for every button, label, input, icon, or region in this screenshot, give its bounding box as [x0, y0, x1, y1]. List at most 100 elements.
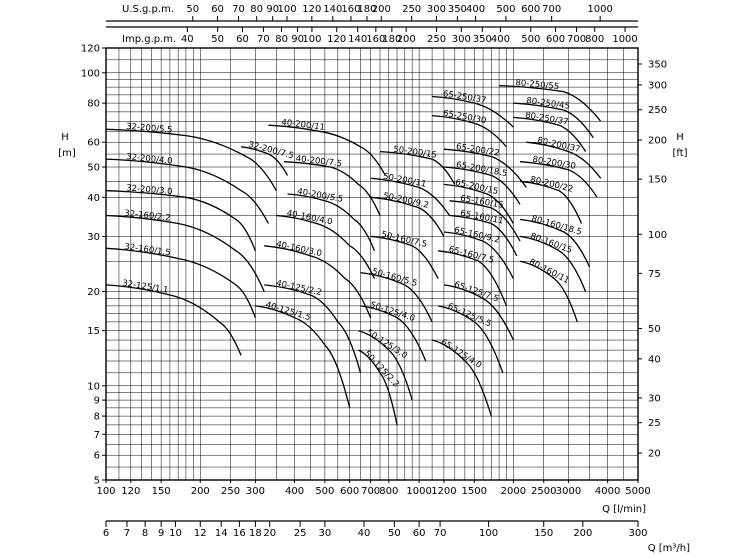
pump-curve [519, 218, 591, 268]
x-bottom-tick-label: 800 [379, 486, 398, 497]
x-bottom-tick-label: 500 [315, 486, 334, 497]
pump-curve-label: 40-200/11 [281, 118, 326, 133]
x-usgpm-tick-label: 70 [232, 4, 245, 15]
pump-curve [360, 305, 427, 362]
pump-curve [105, 247, 257, 318]
x-usgpm-tick-label: 140 [323, 4, 342, 15]
x-impgpm-tick-label: 1000 [612, 34, 637, 45]
pump-curve-label: 80-200/22 [529, 175, 574, 195]
x-bottom-tick-label: 150 [152, 486, 171, 497]
pump-curve [432, 114, 507, 148]
x-impgpm-tick-label: 80 [275, 34, 288, 45]
x-usgpm-tick-label: 1000 [587, 4, 612, 15]
pump-curve [358, 349, 398, 426]
x-usgpm-tick-label: 250 [402, 4, 421, 15]
x-impgpm-tick-label: 70 [257, 34, 270, 45]
pump-curve-label: 80-160/15 [529, 231, 574, 255]
pump-curve [519, 260, 578, 323]
x-usgpm-tick-label: 400 [466, 4, 485, 15]
x-impgpm-tick-label: 700 [567, 34, 586, 45]
pump-curve-label: 40-160/3.0 [275, 239, 323, 259]
pump-curve-label: 40-125/2.2 [275, 279, 323, 299]
axes: 5678910152030405060801001202025304050751… [81, 4, 690, 554]
pump-curve [105, 158, 269, 224]
x-usgpm-tick-label: 700 [542, 4, 561, 15]
x-impgpm-tick-label: 800 [585, 34, 604, 45]
x-impgpm-tick-label: 160 [366, 34, 385, 45]
plot-border [105, 47, 639, 481]
pump-curve [519, 180, 583, 224]
y-left-tick-label: 40 [87, 193, 100, 204]
pump-curve [105, 214, 265, 292]
pump-curve [431, 339, 492, 417]
x-impgpm-tick-label: 50 [211, 34, 224, 45]
x-usgpm-tick-label: 200 [372, 4, 391, 15]
pump-curve [443, 183, 514, 224]
pump-curve-label: 80-250/45 [526, 96, 571, 112]
y-right-tick-label: 250 [648, 105, 667, 116]
pump-curve [499, 84, 602, 122]
x-bottom-tick-label: 600 [340, 486, 359, 497]
pump-curve-label: 80-250/55 [515, 78, 560, 92]
x-impgpm-tick-label: 200 [397, 34, 416, 45]
y-right-tick-label: 20 [648, 449, 661, 460]
pump-curve [432, 95, 514, 128]
x-impgpm-tick-label: 100 [302, 34, 321, 45]
pump-curve-label: 40-125/1.5 [264, 300, 311, 323]
x-impgpm-tick-label: 40 [181, 34, 194, 45]
x-usgpm-tick-label: 600 [521, 4, 540, 15]
pump-curve-label: 80-160/11 [527, 257, 571, 286]
pump-curve-label: 65-125/7.5 [453, 280, 500, 305]
pump-curve [449, 200, 521, 242]
y-left-label-h: H [61, 132, 69, 143]
pump-curve-label: 50-125/4.0 [369, 300, 416, 324]
pump-curve [268, 124, 386, 176]
pump-curve-label: 80-200/37 [536, 136, 581, 155]
pump-curve [276, 214, 376, 279]
x-usgpm-tick-label: 160 [341, 4, 360, 15]
pump-curve [379, 150, 456, 185]
x-bottom-axis-label: Q [l/min] [602, 504, 646, 515]
x-bottom-tick-label: 700 [361, 486, 380, 497]
x-m3h-tick-label: 6 [103, 528, 109, 539]
y-left-tick-label: 30 [87, 232, 100, 243]
x-bottom-tick-label: 1000 [406, 486, 431, 497]
x-m3h-tick-label: 150 [534, 528, 553, 539]
plot-frame [105, 47, 639, 481]
x-bottom-tick-label: 300 [246, 486, 265, 497]
x-impgpm-tick-label: 300 [452, 34, 471, 45]
x-impgpm-tick-label: 600 [546, 34, 565, 45]
pump-curve [360, 271, 433, 323]
y-left-tick-label: 5 [94, 476, 100, 487]
x-bottom-tick-label: 100 [96, 486, 115, 497]
y-left-tick-label: 8 [94, 412, 100, 423]
pump-curve [443, 166, 521, 205]
x-m3h-tick-label: 10 [169, 528, 182, 539]
x-usgpm-tick-label: 300 [427, 4, 446, 15]
x-usgpm-tick-label: 120 [302, 4, 321, 15]
x-m3h-tick-label: 50 [388, 528, 401, 539]
pump-curve-label: 40-160/4.0 [286, 209, 334, 228]
x-bottom-tick-label: 250 [221, 486, 240, 497]
pump-curve [287, 193, 376, 252]
x-impgpm-tick-label: 250 [427, 34, 446, 45]
pump-curve [105, 190, 257, 252]
pump-curve-label: 65-200/22 [455, 142, 500, 159]
x-bottom-tick-label: 400 [285, 486, 304, 497]
pump-curve [437, 305, 504, 374]
y-right-tick-label: 25 [648, 418, 661, 429]
pump-curve-label: 32-125/1.1 [122, 279, 169, 296]
x-m3h-tick-label: 70 [434, 528, 447, 539]
x-m3h-tick-label: 60 [413, 528, 426, 539]
pump-curve [105, 128, 277, 192]
pump-curve-label: 32-200/4.0 [126, 152, 173, 167]
pump-curve-label: 32-200/5.5 [126, 122, 173, 136]
pump-curve-label: 65-250/30 [442, 109, 487, 127]
pump-curve [526, 141, 602, 179]
x-bottom-tick-label: 2000 [501, 486, 526, 497]
pump-curve-label: 50-200/9.2 [382, 191, 430, 211]
pump-curve [255, 305, 351, 409]
pump-curve [449, 214, 518, 257]
x-m3h-tick-label: 12 [194, 528, 207, 539]
pump-curve-label: 50-160/7.5 [380, 230, 428, 250]
